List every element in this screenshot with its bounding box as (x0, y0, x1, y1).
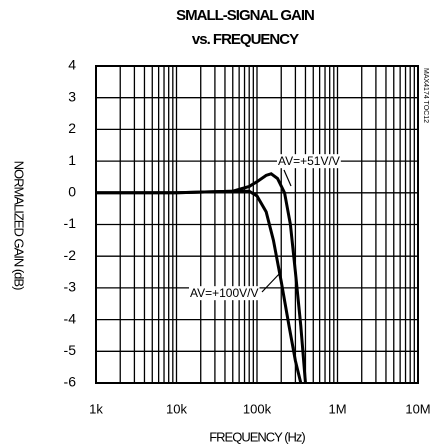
y-tick-label: 0 (68, 184, 76, 200)
y-tick-label: -1 (64, 215, 77, 231)
y-axis-label: NORMALIZED GAIN (dB) (12, 161, 27, 290)
y-tick-label: 4 (68, 57, 76, 73)
annotation-bg (189, 286, 260, 301)
series-annotation: AV=+100V/V (190, 286, 259, 300)
x-tick-label: 100k (243, 401, 272, 416)
x-axis-label: FREQUENCY (Hz) (209, 429, 305, 444)
x-tick-label: 10M (405, 401, 430, 416)
x-tick-label: 10k (166, 401, 187, 416)
y-tick-label: -3 (64, 279, 77, 295)
series-annotation: AV=+51V/V (278, 154, 340, 168)
plot-frame (95, 65, 419, 384)
x-tick-label: 1M (328, 401, 346, 416)
annotation-bg (277, 154, 341, 169)
chart-subtitle: vs. FREQUENCY (192, 31, 299, 48)
y-tick-label: 1 (68, 152, 76, 168)
annotation-arrow (261, 271, 282, 293)
annotation-arrow (283, 169, 292, 187)
y-tick-label: -5 (64, 342, 77, 358)
y-tick-label: -2 (64, 247, 77, 263)
y-tick-label: -6 (64, 374, 77, 390)
chart-title: SMALL-SIGNAL GAIN (176, 7, 314, 24)
y-tick-label: 2 (68, 120, 76, 136)
series-line (96, 189, 303, 384)
y-tick-label: 3 (68, 88, 76, 104)
x-tick-label: 1k (89, 401, 103, 416)
watermark: MAX4174 TOC12 (422, 68, 429, 123)
y-tick-label: -4 (64, 310, 77, 326)
